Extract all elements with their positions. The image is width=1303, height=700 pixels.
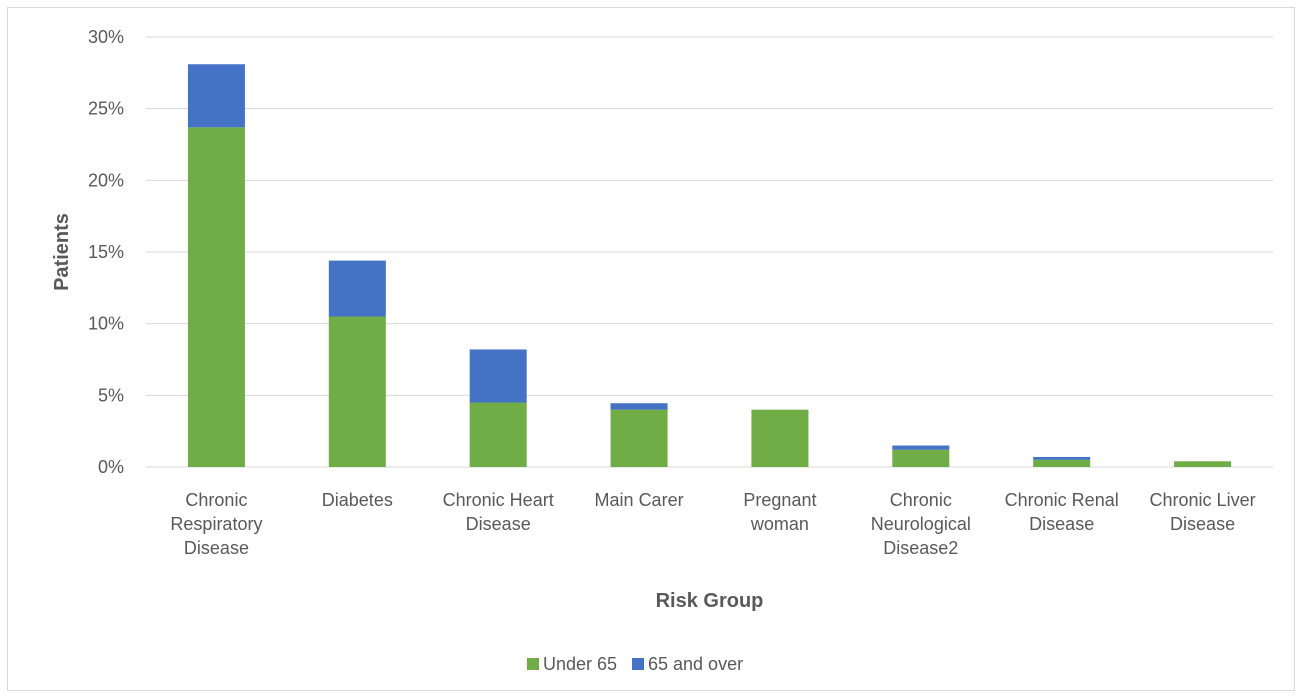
y-tick-label: 30% [88, 27, 124, 47]
legend: Under 65 65 and over [527, 654, 743, 674]
y-tick-label: 25% [88, 99, 124, 119]
bar-segment-under-65 [1174, 461, 1232, 467]
bar-segment-under-65 [328, 316, 386, 467]
gridlines [146, 36, 1273, 468]
bar-segment-under-65 [1033, 459, 1091, 467]
category-labels: Chronic Respiratory Disease Diabetes Chronic… [170, 490, 1255, 558]
y-tick-label: 0% [98, 457, 124, 477]
bar-segment-65-and-over [1033, 456, 1091, 460]
category-label: Diabetes [322, 490, 393, 510]
y-tick-label: 5% [98, 385, 124, 405]
x-axis-title: Risk Group [656, 590, 764, 612]
category-label: Pregnant woman [743, 490, 816, 534]
bar-segment-65-and-over [892, 445, 950, 450]
legend-swatch [632, 658, 644, 670]
category-label: Chronic Heart Disease [443, 490, 554, 534]
y-tick-label: 15% [88, 242, 124, 262]
category-label: Chronic Renal Disease [1005, 490, 1119, 534]
bar-segment-under-65 [187, 127, 245, 468]
category-label: Chronic Respiratory Disease [170, 490, 262, 558]
bar-segment-under-65 [892, 449, 950, 467]
legend-swatch [527, 658, 539, 670]
category-label: Chronic Liver Disease [1150, 490, 1256, 534]
bar-segment-65-and-over [187, 64, 245, 128]
bar-segment-65-and-over [610, 403, 668, 410]
bar-segment-65-and-over [469, 349, 527, 403]
legend-label: Under 65 [543, 654, 617, 674]
bar-segment-under-65 [469, 402, 527, 467]
category-label: Main Carer [595, 490, 684, 510]
y-tick-label: 10% [88, 314, 124, 334]
bar-segment-65-and-over [328, 260, 386, 317]
y-tick-labels: 0% 5% 10% 15% 20% 25% 30% [88, 27, 124, 477]
category-label: Chronic Neurological Disease2 [871, 490, 971, 558]
y-tick-label: 20% [88, 170, 124, 190]
legend-label: 65 and over [648, 654, 743, 674]
bar-segment-under-65 [610, 409, 668, 467]
bar-segment-under-65 [751, 409, 809, 467]
y-axis-title: Patients [51, 213, 73, 291]
bars [187, 64, 1232, 468]
